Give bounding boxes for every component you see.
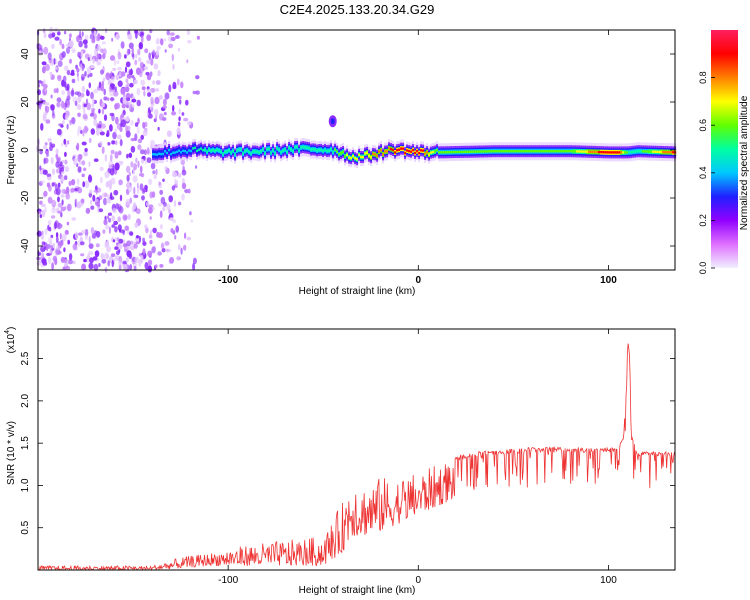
snr-frame	[37, 328, 676, 571]
colorbar: 0.0 0.2 0.4 0.6 0.8 Normalized spectral ampl…	[698, 30, 750, 274]
snr-y-tick-label: 0.5	[20, 520, 31, 534]
spectrogram-x-axis: -100 0 100	[218, 30, 617, 286]
colorbar-tick-label: 0.0	[698, 262, 708, 275]
spectrogram-x-tick-label: 100	[600, 275, 617, 286]
spectrogram-y-axis: -40 -20 0 20 40	[20, 48, 675, 253]
colorbar-gradient	[711, 30, 738, 268]
spectrogram-x-tick-label: -100	[218, 275, 238, 286]
spectrogram-y-tick-label: 40	[20, 48, 31, 60]
spectrogram-y-label: Frequency (Hz)	[6, 116, 17, 185]
colorbar-tick-label: 0.2	[698, 214, 708, 227]
snr-background	[38, 329, 675, 570]
snr-y-axis: 0.5 1.0 1.5 2.0 2.5	[20, 351, 675, 535]
snr-x-tick-label: 100	[600, 575, 617, 586]
snr-multiplier-base: (x10	[6, 333, 17, 353]
colorbar-tick-label: 0.8	[698, 71, 708, 84]
snr-x-label: Height of straight line (km)	[299, 585, 416, 596]
spectrogram-x-label: Height of straight line (km)	[299, 286, 416, 297]
spectrogram-panel: -100 0 100 -40 -20 0 20 40 Height of straight …	[6, 26, 677, 297]
spectrogram-ridge	[152, 115, 677, 169]
colorbar-label: Normalized spectral amplitude	[739, 95, 750, 230]
snr-series-line	[37, 343, 675, 572]
snr-y-tick-label: 2.5	[20, 351, 31, 365]
snr-panel: -100 0 100 0.5 1.0 1.5 2.0 2.5 Height of strai…	[4, 327, 676, 596]
spectrogram-y-tick-label: 20	[20, 96, 31, 108]
spectrogram-x-tick-label: 0	[416, 275, 422, 286]
snr-y-tick-label: 1.0	[20, 478, 31, 492]
figure-title: C2E4.2025.133.20.34.G29	[280, 2, 435, 17]
snr-x-axis: -100 0 100	[218, 329, 617, 586]
snr-multiplier-exp: 4	[4, 330, 11, 334]
spectrogram-y-tick-label: -40	[20, 238, 31, 253]
svg-text:(x104): (x104)	[4, 327, 17, 354]
snr-x-tick-label: 0	[416, 575, 422, 586]
snr-y-label: SNR (10 * v/v)	[6, 421, 17, 485]
colorbar-tick-label: 0.4	[698, 167, 708, 180]
spectrogram-y-tick-label: -20	[20, 190, 31, 205]
snr-y-tick-label: 2.0	[20, 393, 31, 407]
colorbar-tick-label: 0.6	[698, 119, 708, 132]
spectrogram-y-tick-label: 0	[20, 147, 31, 153]
snr-x-tick-label: -100	[218, 575, 238, 586]
colorbar-ticks: 0.0 0.2 0.4 0.6 0.8	[698, 71, 715, 274]
snr-y-tick-label: 1.5	[20, 436, 31, 450]
snr-multiplier: (x104)	[4, 327, 17, 354]
